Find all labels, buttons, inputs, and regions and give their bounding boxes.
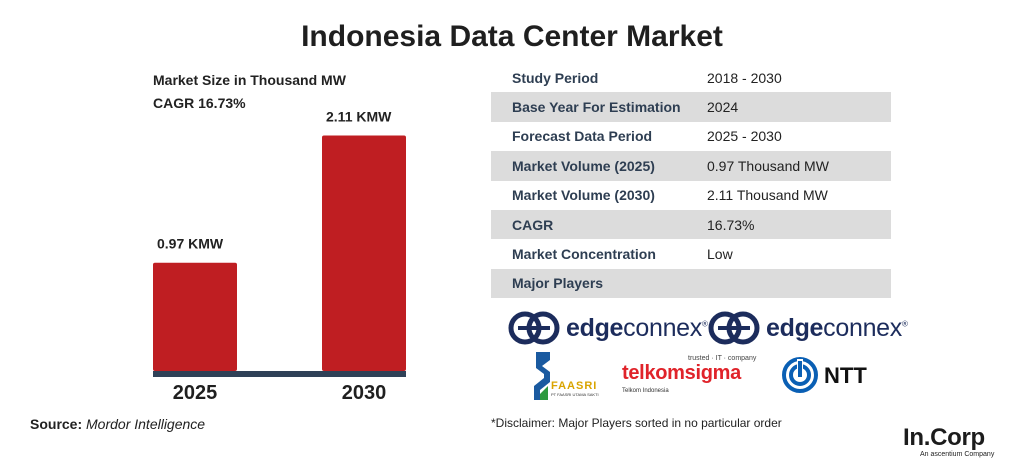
- edgeconnex-reg: ®: [901, 319, 908, 329]
- market-summary-table: Study Period 2018 - 2030 Base Year For Es…: [491, 63, 891, 299]
- table-key: Market Concentration: [512, 246, 656, 263]
- source-value: Mordor Intelligence: [86, 416, 206, 432]
- data-label-2030: 2.11 KMW: [326, 108, 392, 124]
- table-key: Market Volume (2030): [512, 187, 655, 204]
- edgeconnex-bold: edge: [766, 313, 824, 342]
- table-row: Forecast Data Period 2025 - 2030: [491, 122, 891, 151]
- bar-2030: [322, 135, 406, 371]
- faasri-logo-text: FAASRI: [551, 380, 598, 392]
- faasri-logo-subtext: PT FAASRI UTAMA SAKTI: [551, 392, 599, 397]
- page-title: Indonesia Data Center Market: [301, 20, 723, 53]
- edgeconnex-mark-icon: [508, 311, 560, 345]
- table-row: Major Players: [491, 268, 891, 299]
- edgeconnex-logo: edgeconnex®: [508, 311, 708, 345]
- source-note: Source: Mordor Intelligence: [30, 416, 205, 432]
- source-label: Source:: [30, 416, 83, 432]
- table-value: 2.11 Thousand MW: [707, 187, 828, 204]
- edgeconnex-reg: ®: [701, 319, 708, 329]
- table-key: Base Year For Estimation: [512, 99, 681, 116]
- table-key: Major Players: [512, 275, 604, 292]
- table-row: Market Volume (2025) 0.97 Thousand MW: [491, 151, 891, 181]
- ntt-mark-icon: [782, 357, 818, 393]
- edgeconnex-mark-icon: [708, 311, 760, 345]
- brand-tagline: An ascentium Company: [920, 451, 995, 458]
- disclaimer: *Disclaimer: Major Players sorted in no …: [491, 416, 782, 430]
- table-row: Market Volume (2030) 2.11 Thousand MW: [491, 181, 891, 210]
- table-value: 2018 - 2030: [707, 69, 782, 86]
- table-row: CAGR 16.73%: [491, 209, 891, 240]
- edgeconnex-bold: edge: [566, 313, 624, 342]
- ntt-logo-text: NTT: [824, 363, 867, 388]
- table-value: 2025 - 2030: [707, 128, 782, 145]
- table-row: Market Concentration Low: [491, 239, 891, 268]
- telkomsigma-tagline: trusted · IT · company: [688, 355, 757, 362]
- x-tick-label-2030: 2030: [342, 382, 387, 404]
- table-key: CAGR: [512, 216, 554, 233]
- brand-logo: In.Corp: [903, 424, 985, 451]
- x-tick-label-2025: 2025: [173, 382, 218, 404]
- table-key: Forecast Data Period: [512, 128, 653, 145]
- telkomsigma-logo-text: telkomsigma: [622, 362, 741, 384]
- table-row: Base Year For Estimation 2024: [491, 92, 891, 122]
- bar-2025: [153, 262, 237, 371]
- table-value: 16.73%: [707, 216, 755, 233]
- table-key: Study Period: [512, 69, 599, 86]
- table-value: 2024: [707, 99, 739, 116]
- chart-title: Market Size in Thousand MW: [153, 72, 346, 88]
- telkomsigma-logo-subtext: Telkom Indonesia: [622, 388, 669, 394]
- edgeconnex-light: connex: [623, 313, 702, 342]
- table-key: Market Volume (2025): [512, 157, 655, 174]
- edgeconnex-logo: edgeconnex®: [708, 311, 908, 345]
- edgeconnex-light: connex: [823, 313, 902, 342]
- faasri-mark-icon: [534, 352, 550, 400]
- table-row: Study Period 2018 - 2030: [491, 63, 891, 92]
- table-value: Low: [707, 246, 733, 263]
- table-value: 0.97 Thousand MW: [707, 157, 829, 174]
- chart-subtitle: CAGR 16.73%: [153, 95, 246, 111]
- data-label-2025: 0.97 KMW: [157, 236, 224, 252]
- x-axis-baseline: [153, 371, 406, 377]
